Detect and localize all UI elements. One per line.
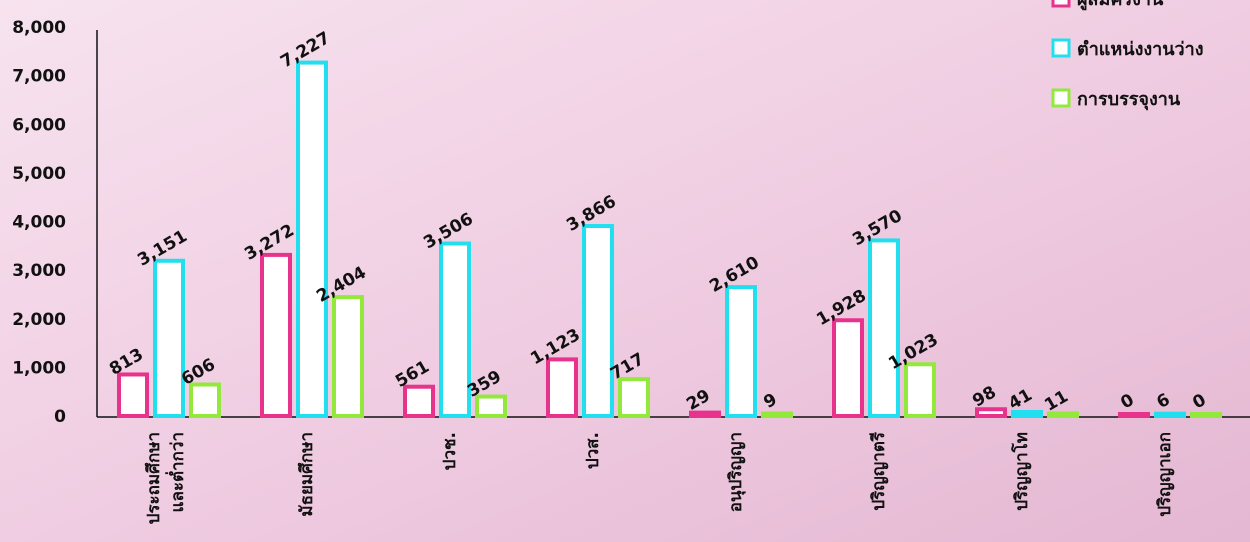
legend-label: การบรรจุงาน [1077, 89, 1181, 111]
bar [475, 394, 507, 419]
bar [1154, 411, 1186, 419]
legend-swatch [1051, 0, 1071, 8]
bar [725, 285, 757, 418]
legend-swatch [1051, 38, 1071, 58]
y-tick-label: 3,000 [12, 261, 66, 281]
x-tick-label: ปวช. [440, 432, 460, 470]
bar [832, 318, 864, 419]
y-tick-label: 4,000 [12, 213, 66, 233]
y-tick-label: 5,000 [12, 164, 66, 184]
bar [153, 258, 185, 418]
y-tick-label: 0 [54, 407, 66, 427]
bar [332, 295, 364, 418]
bar [582, 224, 614, 418]
bar [296, 60, 328, 418]
x-tick-label: ประถมศึกษา และต่ำกว่า [144, 432, 188, 524]
legend-label: ผู้สมัครงาน [1077, 0, 1164, 11]
y-tick-label: 2,000 [12, 310, 66, 330]
x-tick-label: ปริญญาเอก [1155, 432, 1175, 517]
y-tick-label: 8,000 [12, 18, 66, 38]
bar [189, 382, 221, 419]
y-tick-label: 1,000 [12, 358, 66, 378]
bar [1118, 412, 1150, 418]
legend-label: ตำแหน่งงานว่าง [1077, 39, 1204, 60]
bar [117, 372, 149, 418]
y-tick-label: 7,000 [12, 67, 66, 87]
bar [689, 410, 721, 418]
bar [260, 252, 292, 418]
bar [546, 357, 578, 419]
bar [403, 384, 435, 418]
bar [1190, 412, 1222, 418]
x-tick-label: มัธยมศึกษา [297, 432, 317, 517]
bar [761, 411, 793, 419]
legend-swatch [1051, 88, 1071, 108]
bar [1047, 411, 1079, 418]
bar [975, 407, 1007, 418]
y-tick-label: 6,000 [12, 115, 66, 135]
bar [904, 362, 936, 418]
x-tick-label: ปวส. [583, 432, 603, 469]
x-tick-label: ปริญญาตรี [868, 431, 889, 510]
bar [618, 377, 650, 418]
x-tick-label: อนุปริญญา [726, 432, 746, 512]
bar [439, 241, 471, 418]
bar [1011, 410, 1043, 419]
bar [868, 238, 900, 418]
x-tick-label: ปริญญาโท [1011, 432, 1032, 511]
